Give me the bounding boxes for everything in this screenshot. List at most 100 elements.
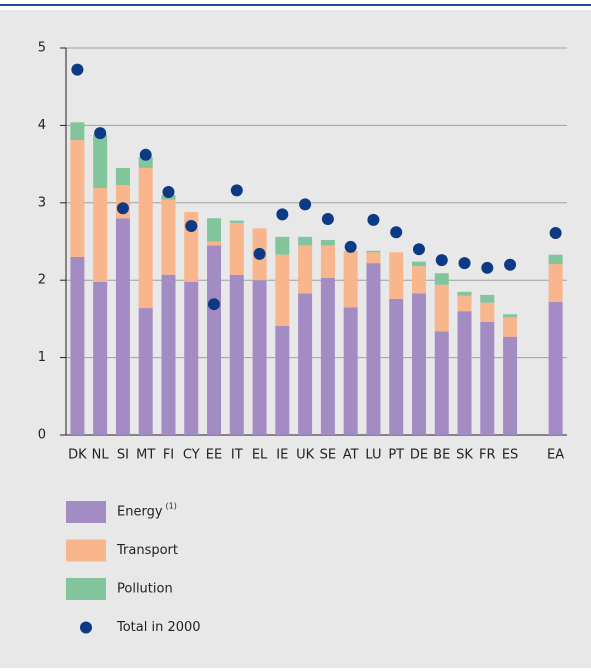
bar-segment — [411, 261, 426, 267]
bar-segment — [434, 331, 449, 435]
x-tick-label: SK — [456, 448, 473, 463]
total-dot — [504, 258, 517, 271]
x-tick-label: CY — [183, 448, 200, 463]
total-dot — [390, 226, 403, 239]
total-dot — [185, 220, 198, 233]
bar-segment — [93, 134, 108, 189]
total-dot — [367, 213, 380, 226]
total-dot — [71, 63, 84, 76]
total-dot — [321, 213, 334, 226]
bar-segment — [207, 241, 222, 246]
legend-label: Transport — [116, 543, 178, 558]
bar-segment — [207, 218, 222, 242]
y-tick-label: 3 — [38, 195, 46, 210]
total-dot — [139, 148, 152, 161]
total-dot — [230, 184, 243, 197]
bar-segment — [252, 280, 267, 435]
bar-segment — [320, 277, 335, 435]
total-dot — [435, 254, 448, 267]
total-dot — [549, 226, 562, 239]
bar-segment — [503, 314, 518, 318]
x-tick-label: EE — [206, 448, 222, 463]
total-dot — [344, 240, 357, 253]
x-tick-label: SI — [117, 448, 129, 463]
bar-segment — [389, 298, 404, 435]
bar-segment — [366, 252, 381, 264]
x-tick-label: BE — [433, 448, 450, 463]
legend-label: Pollution — [117, 582, 173, 597]
y-tick-label: 0 — [38, 428, 46, 443]
bar-segment — [366, 263, 381, 435]
bar-segment — [207, 245, 222, 435]
bar-segment — [548, 263, 563, 302]
legend-swatch — [66, 539, 106, 562]
bar-segment — [115, 218, 130, 435]
bar-segment — [548, 301, 563, 435]
total-dot — [253, 247, 266, 260]
bar-segment — [389, 252, 404, 299]
bar-segment — [480, 302, 495, 322]
total-dot — [208, 298, 221, 311]
bar-segment — [298, 245, 313, 294]
bar-segment — [548, 254, 563, 264]
bar-segment — [457, 291, 472, 296]
bar-segment — [229, 220, 244, 223]
bar-segment — [434, 284, 449, 332]
total-dot — [299, 198, 312, 211]
bar-segment — [70, 256, 85, 435]
bar-segment — [93, 188, 108, 282]
x-tick-label: IT — [231, 448, 243, 463]
bar-segment — [138, 167, 153, 309]
bar-segment — [275, 325, 290, 435]
total-dot — [276, 208, 289, 221]
x-tick-label: EA — [547, 448, 564, 463]
bar-segment — [320, 239, 335, 246]
bar-segment — [434, 273, 449, 285]
bar-segment — [229, 222, 244, 275]
bar-segment — [161, 274, 176, 435]
legend-note: (1) — [166, 502, 177, 511]
x-tick-label: SE — [320, 448, 336, 463]
bar-segment — [298, 293, 313, 435]
legend-swatch — [66, 501, 106, 523]
bar-segment — [275, 236, 290, 255]
bar-segment — [320, 245, 335, 278]
total-dot — [94, 127, 107, 140]
y-tick-label: 4 — [38, 118, 46, 133]
bar-segment — [138, 308, 153, 435]
x-tick-label: PT — [388, 448, 404, 463]
bar-segment — [115, 167, 130, 185]
x-tick-label: LU — [365, 448, 381, 463]
x-tick-label: EL — [252, 448, 268, 463]
legend-label: Total in 2000 — [116, 620, 201, 635]
bar-segment — [70, 122, 85, 141]
x-tick-label: DE — [410, 448, 428, 463]
bar-segment — [457, 295, 472, 312]
y-tick-label: 5 — [38, 41, 46, 56]
legend-swatch — [66, 578, 106, 600]
legend-label: Energy — [117, 505, 163, 520]
bar-segment — [70, 140, 85, 257]
bar-segment — [298, 236, 313, 246]
total-dot — [412, 243, 425, 256]
x-tick-label: IE — [276, 448, 288, 463]
x-tick-label: FI — [163, 448, 174, 463]
bar-segment — [366, 250, 381, 253]
x-tick-label: UK — [296, 448, 315, 463]
total-dot — [481, 261, 494, 274]
x-tick-label: ES — [502, 448, 518, 463]
bar-segment — [480, 294, 495, 303]
x-tick-label: AT — [343, 448, 359, 463]
x-tick-label: DK — [68, 448, 87, 463]
x-tick-label: MT — [136, 448, 155, 463]
bar-segment — [503, 317, 518, 337]
bar-segment — [411, 266, 426, 294]
legend-dot — [80, 621, 92, 634]
bar-segment — [343, 250, 358, 308]
bar-segment — [411, 293, 426, 435]
bar-segment — [457, 311, 472, 435]
bar-segment — [480, 321, 495, 435]
x-tick-label: NL — [92, 448, 110, 463]
